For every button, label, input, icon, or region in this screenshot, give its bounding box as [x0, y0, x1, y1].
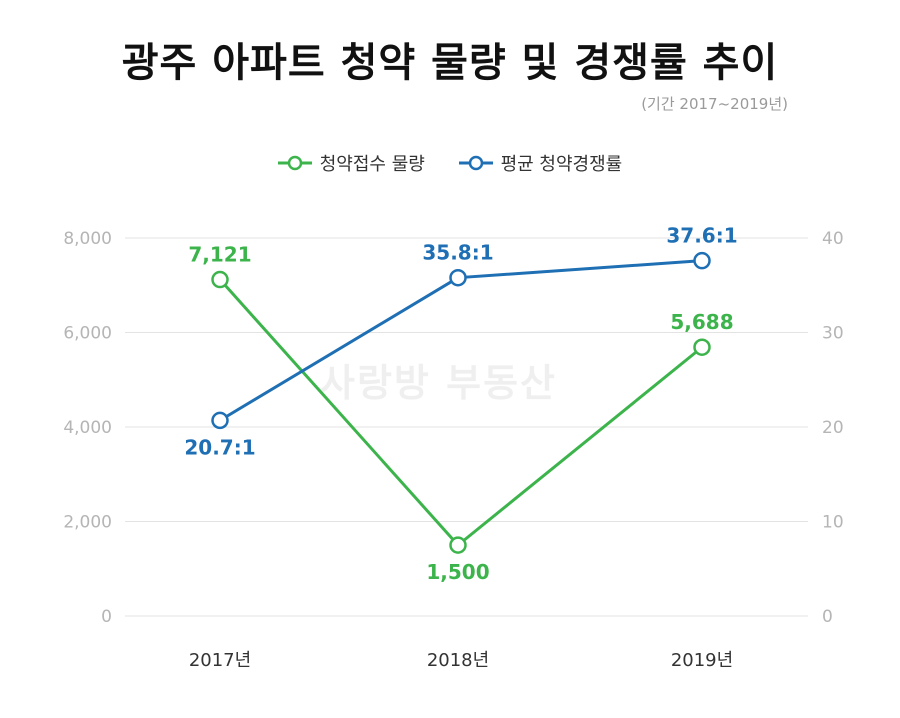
y-right-tick-label: 30	[822, 324, 844, 344]
data-label-rate: 37.6:1	[666, 224, 737, 248]
legend-label-rate: 평균 청약경쟁률	[500, 154, 623, 175]
data-point-rate	[211, 411, 229, 430]
data-point-rate	[693, 251, 711, 270]
x-tick-label: 2017년	[189, 650, 251, 671]
data-point-rate	[449, 268, 467, 287]
y-right-tick-label: 0	[822, 607, 833, 627]
y-right-tick-label: 20	[822, 418, 844, 438]
legend-item-rate: 평균 청약경쟁률	[458, 150, 623, 176]
data-point-volume	[211, 270, 229, 289]
data-label-volume: 1,500	[426, 560, 489, 584]
y-left-tick-label: 0	[101, 607, 112, 627]
data-label-rate: 20.7:1	[184, 435, 255, 459]
legend-marker-rate	[458, 155, 493, 171]
legend: 청약접수 물량 평균 청약경쟁률	[0, 150, 900, 176]
watermark: 사랑방 부동산	[320, 361, 557, 405]
data-label-rate: 35.8:1	[422, 241, 493, 265]
chart-title: 광주 아파트 청약 물량 및 경쟁률 추이	[121, 40, 779, 86]
y-right-tick-label: 40	[822, 229, 844, 249]
x-tick-label: 2018년	[427, 650, 489, 671]
legend-label-volume: 청약접수 물량	[319, 154, 425, 175]
y-right-tick-label: 10	[822, 513, 844, 533]
chart-subtitle: (기간 2017~2019년)	[641, 95, 788, 113]
y-left-tick-label: 8,000	[63, 229, 112, 249]
data-label-volume: 7,121	[188, 243, 251, 267]
data-point-volume	[449, 536, 467, 554]
y-left-tick-label: 4,000	[63, 418, 112, 438]
y-left-tick-label: 2,000	[63, 513, 112, 533]
x-tick-label: 2019년	[671, 650, 733, 671]
legend-marker-volume	[277, 155, 312, 171]
data-label-volume: 5,688	[670, 310, 733, 334]
series-line-volume	[218, 278, 703, 547]
y-left-tick-label: 6,000	[63, 324, 112, 344]
data-point-volume	[693, 338, 711, 356]
legend-item-volume: 청약접수 물량	[277, 150, 425, 176]
